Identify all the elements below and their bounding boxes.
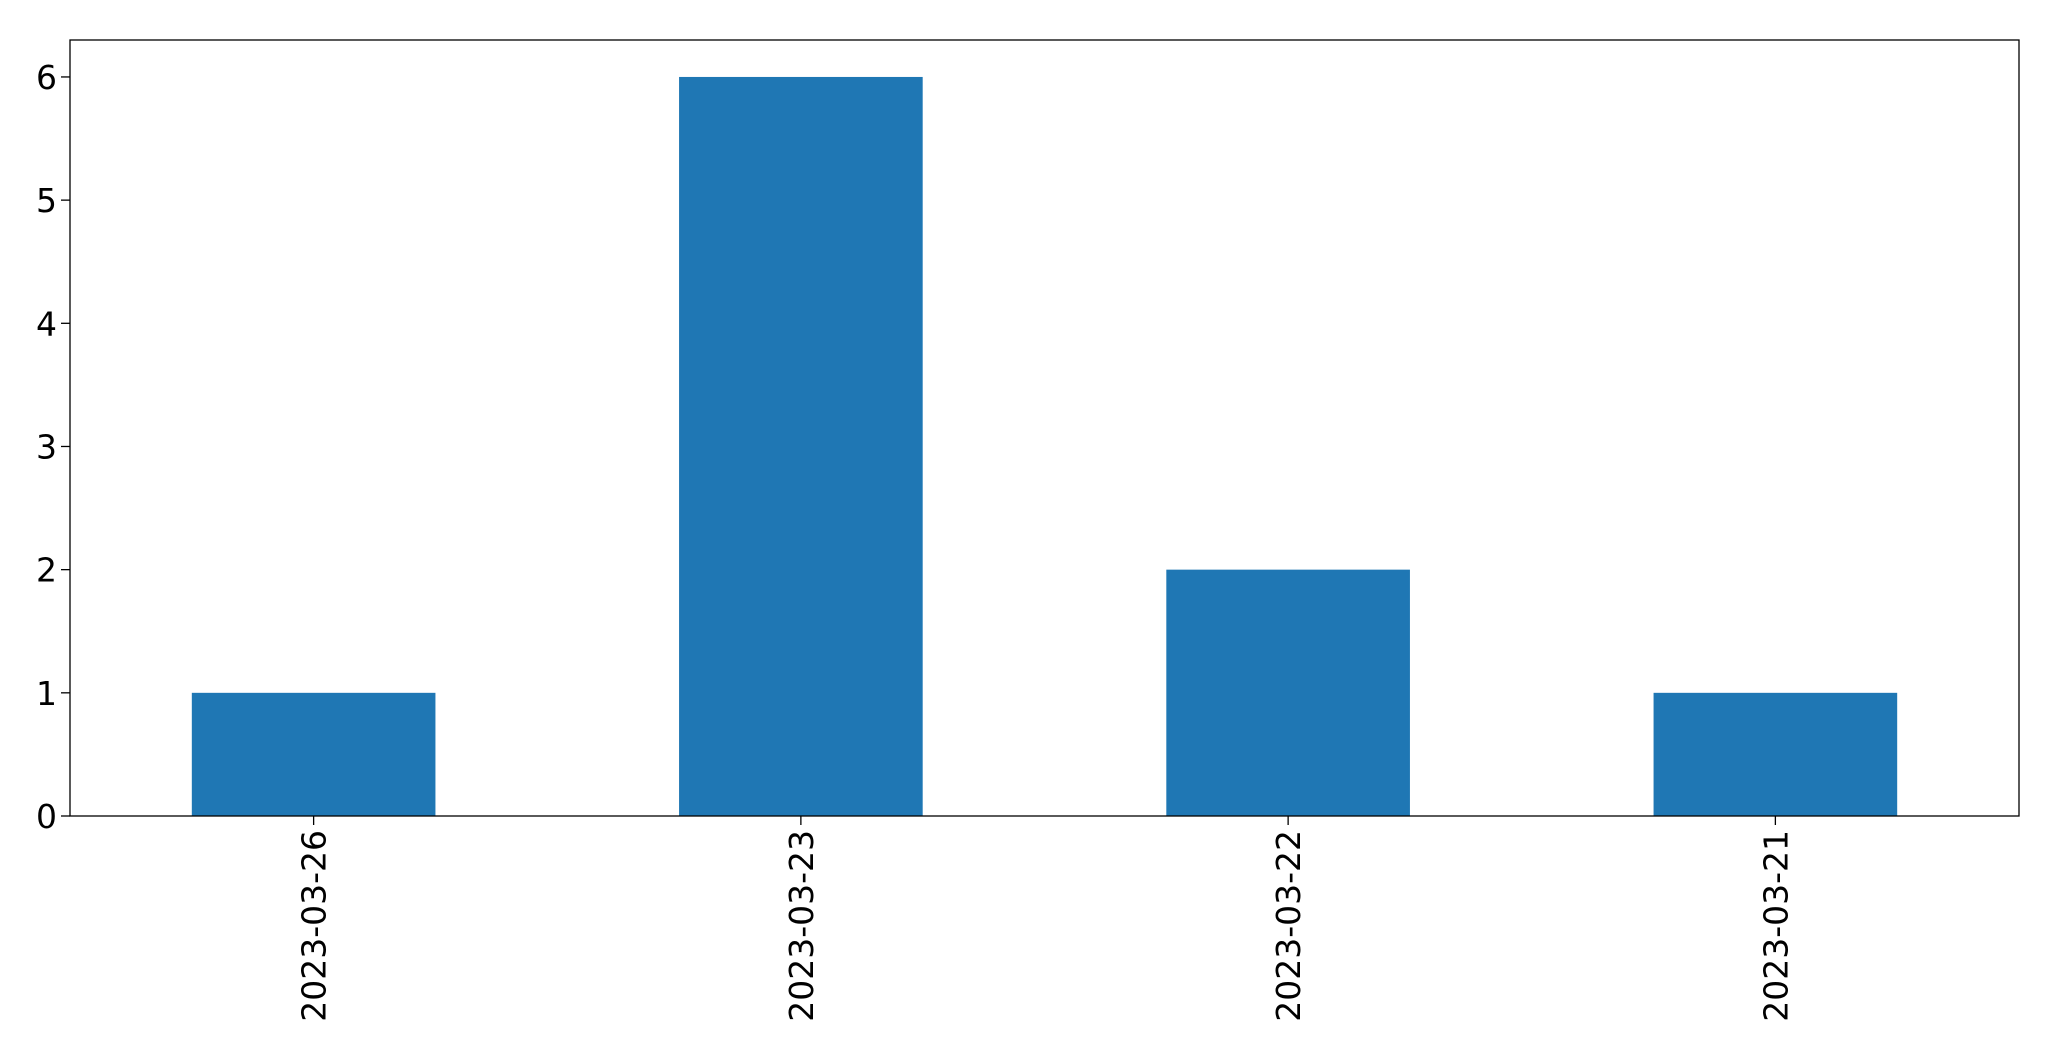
y-axis: 0 1 2 3 4 5 6 xyxy=(36,58,70,836)
plot-frame xyxy=(69,39,2020,817)
bar-2023-03-26 xyxy=(191,692,436,816)
y-tick-label: 2 xyxy=(36,551,57,590)
x-tick-label: 2023-03-23 xyxy=(782,830,821,1022)
y-tick-label: 3 xyxy=(36,427,57,466)
y-tick-label: 1 xyxy=(36,674,57,713)
x-axis: 2023-03-26 2023-03-23 2023-03-22 2023-03-21 xyxy=(295,816,1795,1022)
y-tick-label: 6 xyxy=(36,58,57,97)
bar-2023-03-22 xyxy=(1166,569,1410,816)
bars-group xyxy=(191,76,1898,816)
y-tick-label: 4 xyxy=(36,304,57,343)
bar-2023-03-21 xyxy=(1653,692,1898,816)
x-tick-label: 2023-03-21 xyxy=(1756,830,1795,1022)
y-tick-label: 5 xyxy=(36,181,57,220)
y-tick-label: 0 xyxy=(36,797,57,836)
x-tick-label: 2023-03-22 xyxy=(1269,830,1308,1022)
x-tick-label: 2023-03-26 xyxy=(295,830,334,1022)
bar-2023-03-23 xyxy=(679,76,923,816)
